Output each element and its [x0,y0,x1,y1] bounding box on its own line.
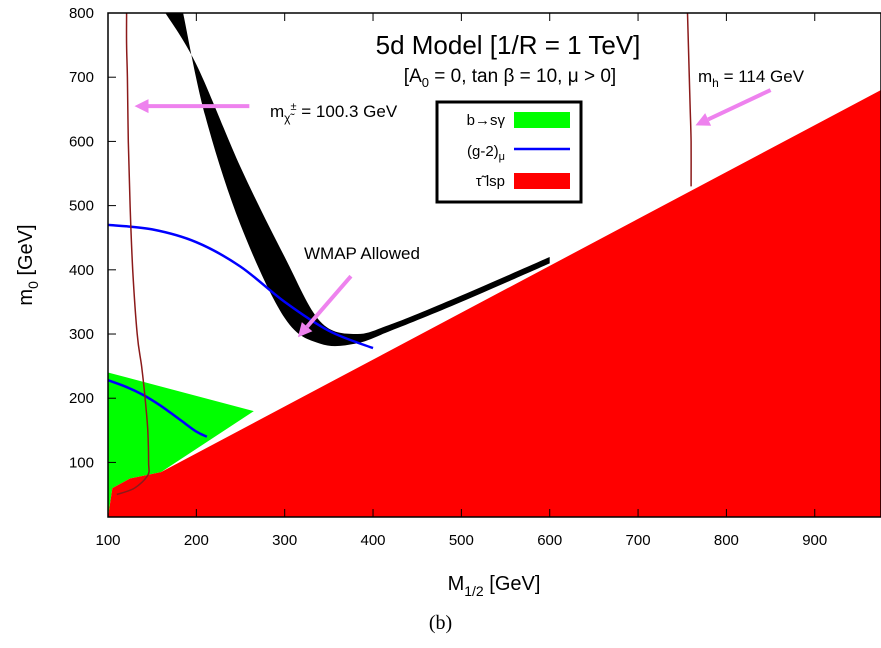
wmap-arrow-head [297,322,313,338]
y-tick-label: 600 [69,133,94,150]
wmap-annotation: WMAP Allowed [304,244,420,263]
x-tick-label: 500 [449,532,474,549]
higgs-mass-contour [686,13,692,187]
x-tick-label: 200 [184,532,209,549]
chargino-arrow-head [134,99,149,114]
exclusion-regions [108,90,881,517]
higgs-annotation: mh = 114 GeV [698,67,805,90]
g2-curve-upper [108,223,374,350]
higgs-arrow-head [695,113,712,126]
y-tick-label: 100 [69,454,94,471]
y-axis-label: m0 [GeV] [15,224,41,305]
wmap-arrow [297,274,353,338]
curves [108,13,692,496]
legend-swatch-bsg [514,112,570,128]
x-tick-label: 700 [626,532,651,549]
y-axis-ticks: 100 200 300 400 500 600 700 800 [69,5,116,471]
x-tick-label: 800 [714,532,739,549]
y-tick-label: 500 [69,198,94,215]
y-tick-label: 200 [69,390,94,407]
plot-frame [107,12,881,518]
x-tick-label: 900 [802,532,827,549]
annotation-arrows [134,88,772,338]
legend-label-g2: (g-2)μ [467,143,505,163]
x-axis-ticks: 100 200 300 400 500 600 700 800 900 [95,13,827,549]
x-tick-label: 400 [361,532,386,549]
y-tick-label: 300 [69,326,94,343]
chargino-annotation: mχ̃± = 100.3 GeV [270,101,398,125]
legend-label-stau: τ̃ lsp [476,173,505,190]
parameter-space-chart: 100 200 300 400 500 600 700 800 900 100 200 300 400… [15,5,881,599]
legend-label-bsg: b→sγ [467,112,506,129]
legend: b→sγ (g-2)μ τ̃ lsp [435,100,583,204]
stau-lsp-region [108,90,881,517]
wmap-allowed-band [165,13,550,347]
chargino-mass-contour [116,13,150,496]
x-tick-label: 600 [537,532,562,549]
chargino-arrow [134,99,250,114]
chart-subtitle: [A0 = 0, tan β = 10, μ > 0] [404,66,616,90]
bsg-excluded-region [108,372,254,517]
chart-title: 5d Model [1/R = 1 TeV] [376,30,641,60]
x-axis-label: M1/2 [GeV] [448,573,541,599]
legend-swatch-stau [514,173,570,189]
x-tick-label: 100 [95,532,120,549]
wmap-arrow-shaft [305,274,353,328]
plot-area [108,13,881,517]
x-tick-label: 300 [272,532,297,549]
y-tick-label: 400 [69,262,94,279]
y-tick-label: 700 [69,69,94,86]
y-tick-label: 800 [69,5,94,22]
figure-caption: (b) [428,612,453,634]
higgs-arrow-shaft [707,88,772,122]
g2-curve-lower [108,379,208,438]
higgs-arrow [695,88,772,126]
